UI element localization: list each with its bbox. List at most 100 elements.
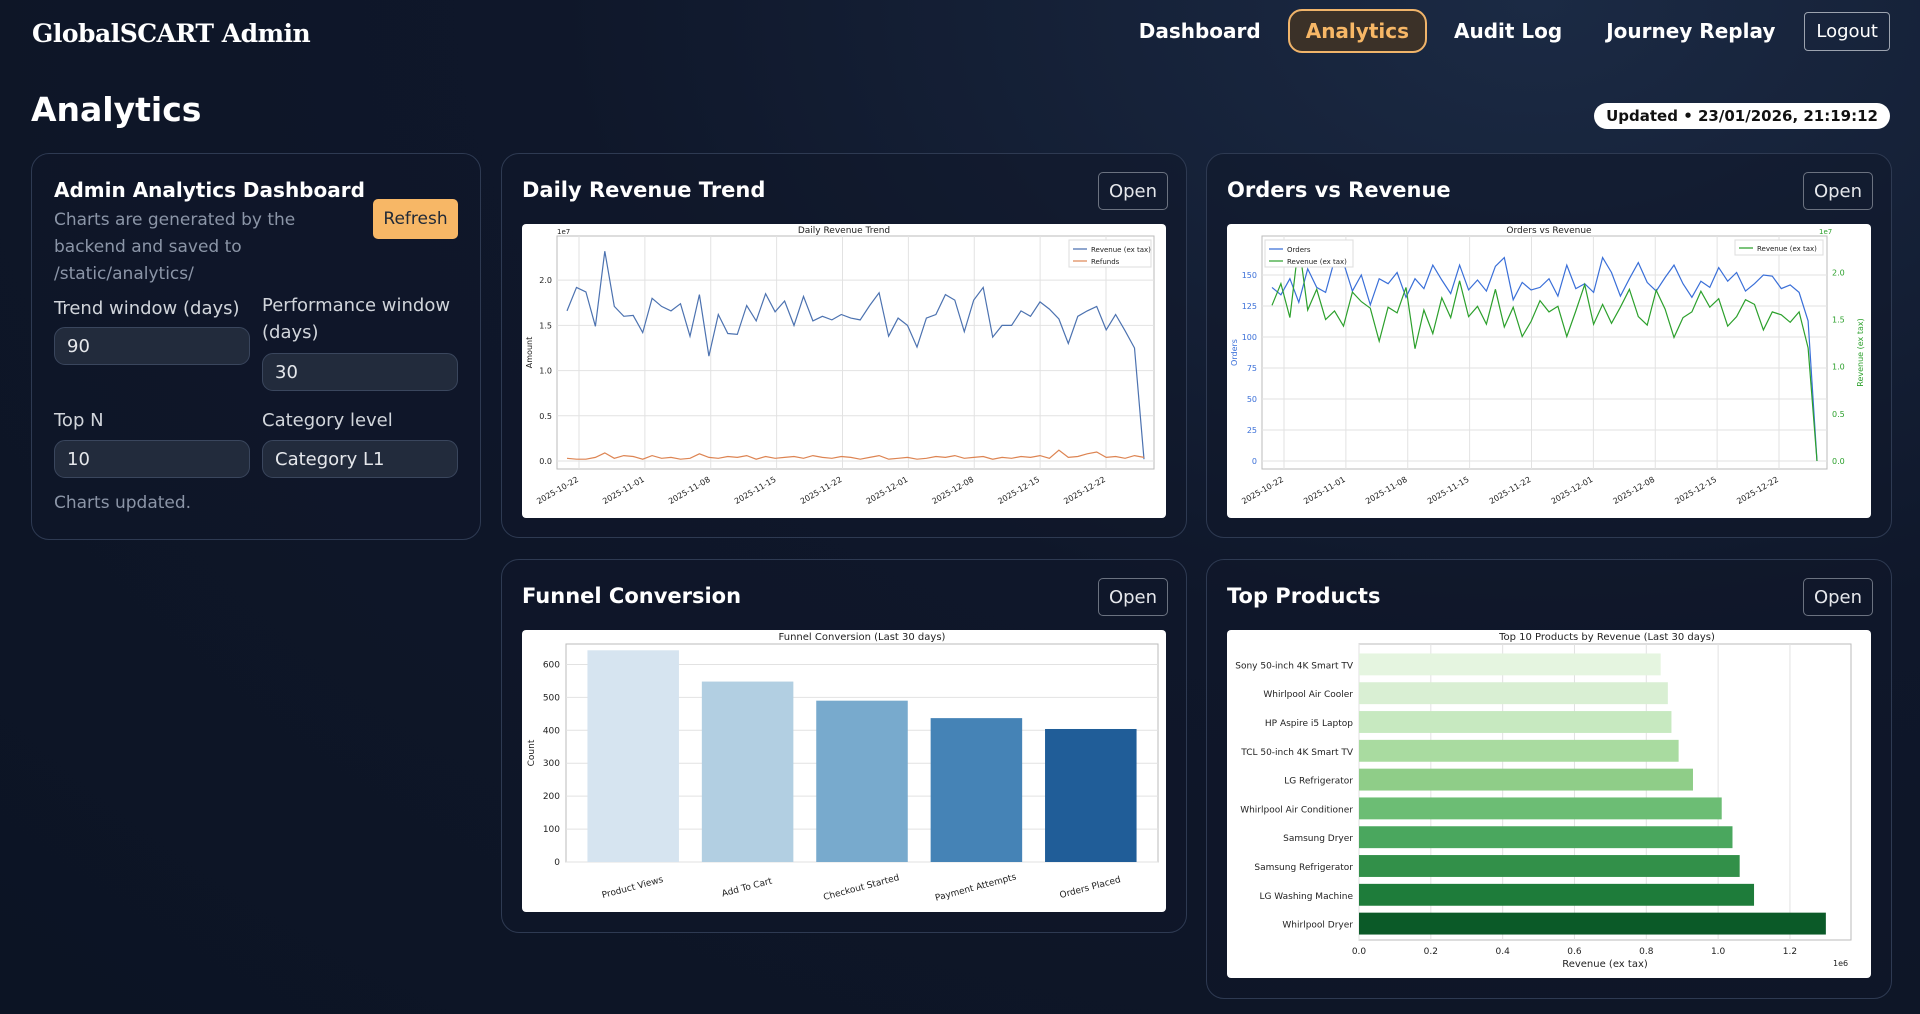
- nav-dashboard[interactable]: Dashboard: [1138, 19, 1261, 43]
- controls-title: Admin Analytics Dashboard: [54, 178, 365, 202]
- top-products-card-title: Top Products: [1227, 584, 1381, 608]
- x-tick-label: Payment Attempts: [934, 872, 1018, 903]
- controls-subtitle: Charts are generated by the backend and …: [54, 210, 296, 284]
- y-tick-label: 0.0: [539, 457, 552, 466]
- x-tick-label: 2025-11-01: [1302, 475, 1347, 506]
- y-tick-label: 1.5: [539, 321, 552, 330]
- y2-tick-label: 0.5: [1832, 410, 1845, 419]
- main-nav: Dashboard Analytics Audit Log Journey Re…: [1122, 9, 1890, 53]
- trend-window-input[interactable]: 90: [54, 327, 250, 365]
- y-tick-label: Whirlpool Air Conditioner: [1240, 805, 1353, 815]
- plot-frame: [556, 235, 1155, 470]
- x-tick-label: 2025-10-22: [1240, 475, 1285, 506]
- orders-card: Orders vs Revenue Open Orders vs Revenue…: [1206, 153, 1892, 538]
- y-tick-label: Whirlpool Dryer: [1282, 921, 1353, 931]
- x-tick-label: 2025-11-01: [601, 475, 646, 506]
- x-tick-label: 2025-10-22: [535, 475, 580, 506]
- product-bar: [1359, 797, 1722, 820]
- funnel-bar: [930, 718, 1023, 862]
- product-bar: [1359, 682, 1668, 705]
- x-tick-label: 1.0: [1711, 947, 1726, 957]
- trend-window-label: Trend window (days): [54, 298, 240, 319]
- revenue-chart[interactable]: Daily Revenue Trend 2025-10-22 2025-11-01 2…: [522, 224, 1166, 518]
- y-tick-label: 300: [543, 759, 560, 769]
- x-tick-label: 0.4: [1495, 947, 1510, 957]
- y-axis-label: Amount: [525, 337, 534, 368]
- y-tick-label: 500: [543, 693, 560, 703]
- chart-title: Orders vs Revenue: [1506, 226, 1592, 236]
- x-scale-note: 1e6: [1833, 959, 1848, 968]
- funnel-card: Funnel Conversion Open Funnel Conversion…: [501, 559, 1187, 933]
- top-n-label: Top N: [54, 410, 104, 431]
- funnel-chart[interactable]: Funnel Conversion (Last 30 days) 0 100 200 3…: [522, 630, 1166, 912]
- y-tick-label: Samsung Refrigerator: [1254, 863, 1353, 873]
- y2-scale-note: 1e7: [1819, 228, 1832, 236]
- y-tick-label: 25: [1247, 426, 1257, 435]
- x-tick-label: 2025-12-08: [1611, 475, 1656, 506]
- product-bar: [1359, 912, 1826, 935]
- category-level-select[interactable]: Category L1: [262, 440, 458, 478]
- chart-title: Top 10 Products by Revenue (Last 30 days…: [1498, 632, 1715, 643]
- y-tick-label: LG Washing Machine: [1259, 892, 1353, 902]
- legend-box: [1264, 239, 1354, 268]
- legend-label: Revenue (ex tax): [1091, 246, 1151, 254]
- chart-title: Funnel Conversion (Last 30 days): [779, 632, 946, 643]
- x-tick-label: 2025-11-15: [1426, 475, 1471, 506]
- x-tick-label: 2025-11-08: [667, 475, 712, 506]
- y-tick-label: 50: [1247, 395, 1257, 404]
- y-tick-label: 0: [1252, 457, 1257, 466]
- x-tick-label: 2025-11-08: [1364, 475, 1409, 506]
- performance-window-input[interactable]: 30: [262, 353, 458, 391]
- top-n-input[interactable]: 10: [54, 440, 250, 478]
- y-tick-label: 600: [543, 660, 560, 670]
- controls-card: Admin Analytics Dashboard Charts are gen…: [31, 153, 481, 540]
- logout-button[interactable]: Logout: [1804, 11, 1890, 51]
- y-tick-label: Samsung Dryer: [1283, 834, 1353, 844]
- product-bar: [1359, 855, 1740, 877]
- y-axis-label: Count: [527, 739, 537, 766]
- x-tick-label: 2025-11-15: [733, 475, 778, 506]
- revenue-card-title: Daily Revenue Trend: [522, 178, 766, 202]
- legend-label: Refunds: [1091, 258, 1120, 266]
- x-axis-label: Revenue (ex tax): [1562, 959, 1648, 970]
- series-line: [1271, 256, 1818, 462]
- legend-box: [1068, 239, 1152, 268]
- product-bar: [1359, 653, 1661, 676]
- y-tick-label: 2.0: [539, 276, 552, 285]
- y-tick-label: 400: [543, 726, 560, 736]
- top-products-chart[interactable]: Top 10 Products by Revenue (Last 30 days…: [1227, 630, 1871, 978]
- funnel-card-title: Funnel Conversion: [522, 584, 742, 608]
- y-axis-label: Orders: [1230, 339, 1239, 366]
- nav-journey-replay[interactable]: Journey Replay: [1606, 19, 1776, 43]
- funnel-open-button[interactable]: Open: [1098, 578, 1168, 616]
- orders-open-button[interactable]: Open: [1803, 172, 1873, 210]
- product-bar: [1359, 711, 1672, 733]
- refresh-button[interactable]: Refresh: [373, 199, 458, 239]
- top-bar: GlobalSCART Admin Dashboard Analytics Au…: [0, 0, 1920, 75]
- plot-frame: [1261, 235, 1828, 470]
- top-products-open-button[interactable]: Open: [1803, 578, 1873, 616]
- series-line: [566, 251, 1145, 460]
- nav-analytics[interactable]: Analytics: [1287, 9, 1427, 53]
- x-tick-label: 0.2: [1424, 947, 1438, 957]
- x-tick-label: Orders Placed: [1059, 875, 1122, 901]
- orders-chart[interactable]: Orders vs Revenue 2025-10-22 2025-11-01 202…: [1227, 224, 1871, 518]
- x-tick-label: 2025-12-15: [1673, 475, 1718, 506]
- y2-tick-label: 1.0: [1832, 363, 1845, 372]
- y-tick-label: HP Aspire i5 Laptop: [1265, 719, 1353, 729]
- x-tick-label: 2025-12-22: [1062, 475, 1107, 506]
- x-tick-label: 0.0: [1352, 947, 1367, 957]
- revenue-open-button[interactable]: Open: [1098, 172, 1168, 210]
- brand-logo[interactable]: GlobalSCART Admin: [32, 19, 311, 48]
- legend-label: Orders: [1287, 246, 1311, 254]
- y-tick-label: 0: [554, 858, 560, 868]
- y-scale-note: 1e7: [557, 228, 570, 236]
- y-tick-label: 75: [1247, 364, 1257, 373]
- nav-audit-log[interactable]: Audit Log: [1454, 19, 1563, 43]
- funnel-bar: [701, 681, 794, 862]
- x-tick-label: Add To Cart: [721, 876, 774, 899]
- x-tick-label: 0.6: [1567, 947, 1582, 957]
- product-bar: [1359, 739, 1679, 762]
- y2-tick-label: 0.0: [1832, 457, 1845, 466]
- y2-tick-label: 1.5: [1832, 315, 1845, 324]
